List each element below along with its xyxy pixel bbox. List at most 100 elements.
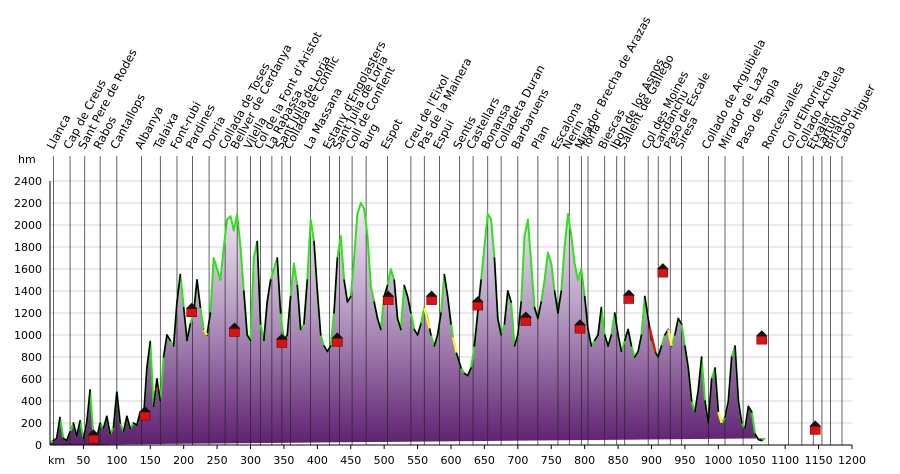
- hut-marker: [228, 322, 241, 337]
- trail-road-segment: [613, 312, 619, 336]
- y-tick-label: 1400: [14, 285, 42, 298]
- trail-road-segment: [553, 290, 559, 314]
- hut-marker: [275, 333, 288, 348]
- trail-road-segment: [152, 378, 158, 408]
- hut-marker: [471, 296, 484, 311]
- trail-road-segment: [737, 400, 743, 424]
- hut-marker: [138, 406, 151, 421]
- x-tick-label: 650: [474, 454, 495, 467]
- trail-road-segment: [333, 257, 339, 314]
- trail-road-segment: [684, 345, 690, 369]
- trail-road-segment: [286, 295, 292, 336]
- y-tick-label: 1000: [14, 329, 42, 342]
- hut-body: [229, 328, 240, 337]
- hut-body: [657, 268, 669, 278]
- trail-road-segment: [436, 312, 442, 336]
- hut-marker: [755, 330, 768, 345]
- hut-body: [809, 426, 821, 435]
- x-tick-label: 600: [441, 454, 462, 467]
- trail-road-segment: [316, 290, 322, 336]
- x-tick-label: 700: [507, 454, 528, 467]
- trail-road-segment: [517, 301, 522, 336]
- trail-road-segment: [186, 323, 192, 342]
- trail-road-segment: [343, 279, 349, 303]
- hut-body: [623, 295, 635, 304]
- trail-road-segment: [593, 334, 599, 342]
- trail-road-segment: [757, 438, 763, 442]
- hut-body: [756, 335, 768, 345]
- trail-road-segment: [623, 328, 629, 342]
- hut-body: [472, 301, 483, 311]
- trail-road-segment: [65, 430, 71, 442]
- x-tick-label: 100: [106, 454, 127, 467]
- hut-roof: [228, 322, 241, 329]
- trail-road-segment: [126, 415, 131, 430]
- trail-road-segment: [182, 306, 188, 342]
- trail-road-segment: [473, 312, 479, 347]
- trail-road-segment: [456, 356, 462, 369]
- trail-road-segment: [416, 323, 422, 336]
- trail-road-segment: [276, 257, 282, 314]
- trail-road-segment: [607, 334, 613, 347]
- trail-road-segment: [196, 279, 202, 309]
- y-tick-label: 600: [21, 373, 42, 386]
- y-tick-label: 1600: [14, 263, 42, 276]
- hut-body: [426, 296, 437, 305]
- x-tick-label: 750: [541, 454, 562, 467]
- trail-road-segment: [146, 340, 152, 369]
- x-tick-label: 400: [307, 454, 328, 467]
- hut-roof: [275, 333, 288, 340]
- hut-roof: [331, 332, 344, 339]
- trail-road-segment: [122, 415, 128, 433]
- hut-body: [520, 317, 532, 326]
- x-tick-label: 800: [574, 454, 595, 467]
- hut-marker: [185, 302, 198, 317]
- hut-roof: [87, 429, 100, 436]
- x-tick-label: 900: [641, 454, 662, 467]
- hut-roof: [519, 311, 532, 318]
- hut-roof: [656, 263, 669, 270]
- trail-highlight-segment: [202, 328, 209, 336]
- trail-road-segment: [72, 422, 78, 438]
- hut-roof: [622, 289, 635, 296]
- x-tick-label: 1200: [838, 454, 866, 467]
- trail-road-segment: [75, 419, 81, 438]
- trail-road-segment: [162, 334, 168, 358]
- trail-road-segment: [677, 317, 683, 325]
- trail-road-segment: [627, 328, 633, 347]
- hut-body: [139, 411, 151, 421]
- trail-road-segment: [617, 334, 623, 353]
- trail-road-segment: [403, 284, 409, 298]
- hut-marker: [573, 319, 586, 334]
- trail-road-segment: [694, 389, 700, 413]
- trail-road-segment: [674, 317, 680, 336]
- x-tick-label: 950: [674, 454, 695, 467]
- trail-road-segment: [296, 284, 302, 331]
- x-tick-label: 450: [340, 454, 361, 467]
- hut-marker: [425, 290, 438, 305]
- trail-highlight-segment: [154, 386, 160, 391]
- trail-road-segment: [313, 240, 319, 292]
- hut-roof: [755, 330, 768, 337]
- trail-road-segment: [446, 295, 452, 325]
- trail-road-segment: [744, 405, 750, 430]
- trail-highlight-segment: [423, 307, 431, 329]
- waypoint-label: Espot: [378, 116, 406, 151]
- trail-road-segment: [754, 433, 760, 441]
- hut-roof: [471, 296, 484, 303]
- trail-road-segment: [557, 290, 563, 314]
- hut-marker: [87, 429, 100, 444]
- trail-road-segment: [85, 389, 91, 424]
- hut-roof: [809, 420, 822, 427]
- trail-road-segment: [396, 317, 402, 331]
- trail-road-segment: [346, 295, 352, 303]
- x-tick-label: 1050: [738, 454, 766, 467]
- trail-road-segment: [176, 273, 182, 303]
- trail-road-segment: [503, 290, 509, 325]
- trail-road-segment: [172, 301, 178, 347]
- x-tick-label: 1100: [771, 454, 799, 467]
- hut-marker: [622, 289, 635, 304]
- trail-road-segment: [82, 422, 88, 440]
